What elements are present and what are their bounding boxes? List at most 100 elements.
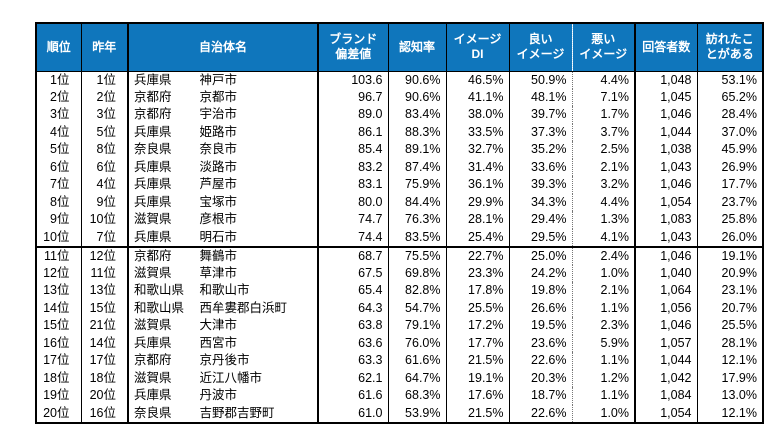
cell-recognition: 89.1% xyxy=(388,141,447,159)
table-row: 15位 21位 滋賀県 大津市 63.8 79.1% 17.2% 19.5% 2… xyxy=(36,317,763,335)
header-line: 良い xyxy=(528,32,553,47)
prefecture-name: 兵庫県 xyxy=(134,335,172,350)
prefecture-name: 京都府 xyxy=(134,353,172,368)
cell-visited: 23.1% xyxy=(721,283,757,298)
cell-image-di: 17.8% xyxy=(446,282,510,300)
cell-bad-image: 1.1% xyxy=(572,352,636,370)
city-name: 大津市 xyxy=(199,318,237,333)
city-name: 和歌山市 xyxy=(199,283,250,298)
cell-respondents: 1,038 xyxy=(634,141,698,159)
cell-good-image: 39.3% xyxy=(509,176,573,194)
cell-last-year: 5位 xyxy=(81,123,129,141)
cell-rank: 16位 xyxy=(36,334,82,352)
col-header-image-di: イメージ DI xyxy=(446,23,510,72)
city-name: 京都市 xyxy=(199,89,237,104)
cell-respondents: 1,084 xyxy=(634,387,698,405)
cell-bad-image: 4.4% xyxy=(572,193,636,211)
cell-rank: 13位 xyxy=(36,282,82,300)
cell-last-year: 4位 xyxy=(81,176,129,194)
cell-respondents: 1,064 xyxy=(634,282,698,300)
cell-rank: 19位 xyxy=(36,387,82,405)
prefecture-name: 和歌山県 xyxy=(134,300,185,315)
cell-municipality: 奈良県 奈良市 xyxy=(127,141,319,159)
header-line: イメージ xyxy=(579,47,628,62)
prefecture-name: 滋賀県 xyxy=(134,318,172,333)
cell-visited: 20.7% xyxy=(721,300,757,315)
cell-brand-score: 65.4 xyxy=(317,282,389,300)
cell-brand-score: 86.1 xyxy=(317,123,389,141)
table-row: 6位 6位 兵庫県 淡路市 83.2 87.4% 31.4% 33.6% 2.1… xyxy=(36,158,763,176)
cell-visited: 17.7% xyxy=(721,177,757,192)
table-header: 順位 昨年 自治体名 ブランド 偏差値 認知率 イメージ DI 良い イメージ xyxy=(36,23,763,72)
cell-last-year: 9位 xyxy=(81,193,129,211)
cell-rank: 12位 xyxy=(36,264,82,282)
table-row: 12位 11位 滋賀県 草津市 67.5 69.8% 23.3% 24.2% 1… xyxy=(36,264,763,282)
prefecture-name: 京都府 xyxy=(134,89,172,104)
cell-last-year: 11位 xyxy=(81,264,129,282)
cell-last-year: 14位 xyxy=(81,334,129,352)
prefecture-name: 兵庫県 xyxy=(134,177,172,192)
cell-recognition: 90.6% xyxy=(388,71,447,89)
cell-brand-score: 68.7 xyxy=(317,246,389,265)
table-row: 5位 8位 奈良県 奈良市 85.4 89.1% 32.7% 35.2% 2.5… xyxy=(36,141,763,159)
cell-image-di: 22.7% xyxy=(446,246,510,265)
prefecture-name: 滋賀県 xyxy=(134,370,172,385)
cell-rank: 18位 xyxy=(36,369,82,387)
cell-rank: 15位 xyxy=(36,317,82,335)
city-name: 草津市 xyxy=(199,265,237,280)
cell-respondents: 1,043 xyxy=(634,228,698,248)
cell-recognition: 90.6% xyxy=(388,88,447,106)
prefecture-name: 奈良県 xyxy=(134,142,172,157)
col-header-rank: 順位 xyxy=(36,23,82,72)
cell-last-year: 1位 xyxy=(81,71,129,89)
cell-recognition: 69.8% xyxy=(388,264,447,282)
cell-bad-image: 1.2% xyxy=(572,369,636,387)
cell-image-di: 32.7% xyxy=(446,141,510,159)
cell-good-image: 50.9% xyxy=(509,71,573,89)
cell-bad-image: 2.5% xyxy=(572,141,636,159)
cell-last-year: 6位 xyxy=(81,158,129,176)
cell-brand-score: 61.0 xyxy=(317,404,389,423)
cell-image-di: 31.4% xyxy=(446,158,510,176)
cell-respondents: 1,083 xyxy=(634,211,698,229)
cell-visited: 45.9% xyxy=(721,142,757,157)
cell-visited: 25.8% xyxy=(721,212,757,227)
cell-recognition: 76.0% xyxy=(388,334,447,352)
cell-brand-score: 89.0 xyxy=(317,106,389,124)
cell-brand-score: 63.6 xyxy=(317,334,389,352)
cell-municipality: 兵庫県 宝塚市 xyxy=(127,193,319,211)
cell-respondents: 1,054 xyxy=(634,404,698,423)
cell-recognition: 83.4% xyxy=(388,106,447,124)
col-header-brand-score: ブランド 偏差値 xyxy=(317,23,389,72)
cell-rank: 4位 xyxy=(36,123,82,141)
cell-good-image: 20.3% xyxy=(509,369,573,387)
cell-municipality: 和歌山県 和歌山市 xyxy=(127,282,319,300)
cell-visited: 12.1% xyxy=(721,353,757,368)
cell-recognition: 61.6% xyxy=(388,352,447,370)
cell-good-image: 35.2% xyxy=(509,141,573,159)
cell-visited: 25.5% xyxy=(721,318,757,333)
table-body: 1位 1位 兵庫県 神戸市 103.6 90.6% 46.5% 50.9% 4.… xyxy=(36,71,763,423)
header-line: 訪れたこ xyxy=(705,32,754,47)
table-row: 20位 16位 奈良県 吉野郡吉野町 61.0 53.9% 21.5% 22.6… xyxy=(36,404,763,423)
cell-image-di: 17.2% xyxy=(446,317,510,335)
city-name: 彦根市 xyxy=(199,212,237,227)
cell-last-year: 7位 xyxy=(81,228,129,248)
cell-respondents: 1,043 xyxy=(634,158,698,176)
cell-municipality: 滋賀県 彦根市 xyxy=(127,211,319,229)
city-name: 神戸市 xyxy=(199,72,237,87)
city-name: 舞鶴市 xyxy=(199,248,237,263)
cell-bad-image: 7.1% xyxy=(572,88,636,106)
cell-rank: 11位 xyxy=(36,246,82,265)
cell-last-year: 10位 xyxy=(81,211,129,229)
cell-image-di: 25.4% xyxy=(446,228,510,248)
cell-respondents: 1,044 xyxy=(634,123,698,141)
cell-last-year: 18位 xyxy=(81,369,129,387)
table-row: 16位 14位 兵庫県 西宮市 63.6 76.0% 17.7% 23.6% 5… xyxy=(36,334,763,352)
cell-good-image: 48.1% xyxy=(509,88,573,106)
cell-good-image: 29.4% xyxy=(509,211,573,229)
table-row: 18位 18位 滋賀県 近江八幡市 62.1 64.7% 19.1% 20.3%… xyxy=(36,369,763,387)
cell-recognition: 75.5% xyxy=(388,246,447,265)
cell-brand-score: 83.1 xyxy=(317,176,389,194)
cell-image-di: 36.1% xyxy=(446,176,510,194)
